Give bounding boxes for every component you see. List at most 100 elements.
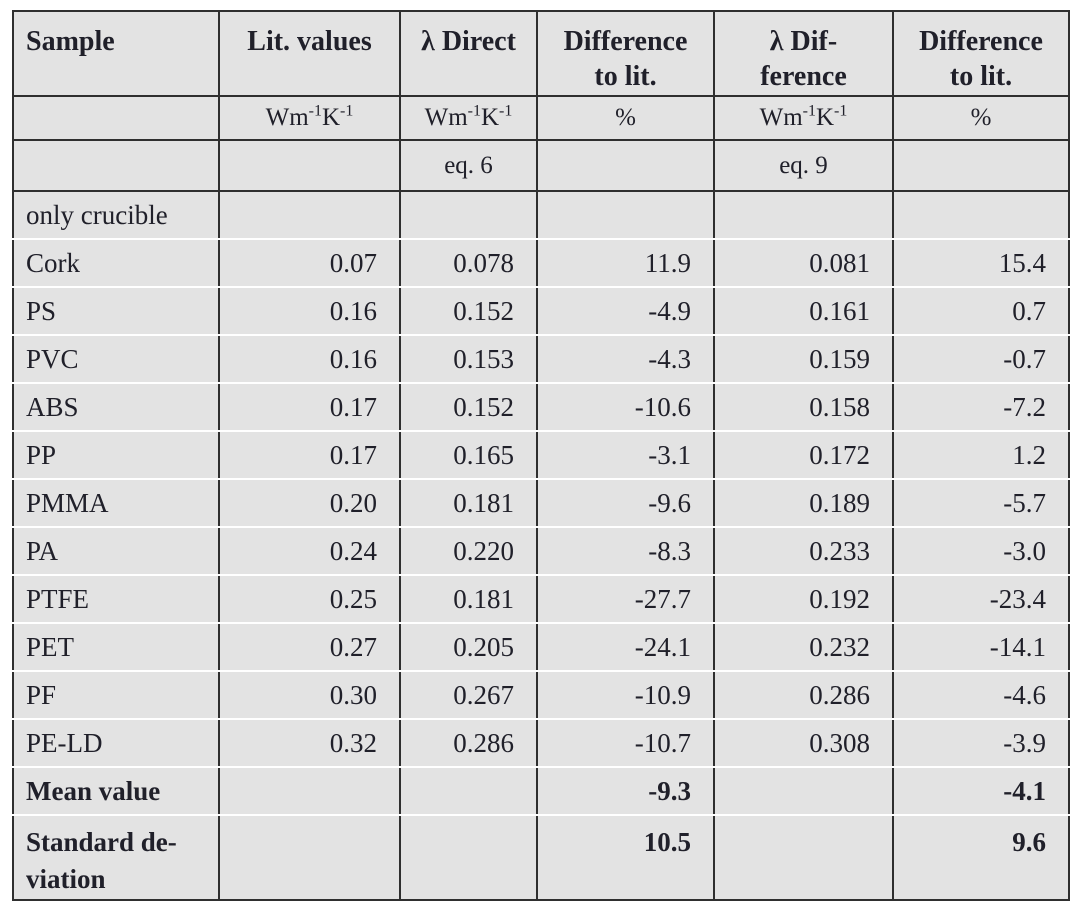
row-standard-deviation: Standard de-viation 10.5 9.6: [13, 815, 1069, 900]
diff-difference-cell: -4.1: [892, 767, 1069, 816]
diff-direct-cell: 11.9: [536, 239, 714, 288]
diff-direct-cell: -10.9: [536, 671, 714, 720]
header-line: λ Dif-: [769, 26, 838, 57]
row-abs: ABS 0.17 0.152 -10.6 0.158 -7.2: [13, 383, 1069, 432]
diff-difference-cell: 1.2: [892, 431, 1069, 480]
lambda-direct-cell: 0.152: [399, 287, 537, 336]
row-ptfe: PTFE 0.25 0.181 -27.7 0.192 -23.4: [13, 575, 1069, 624]
lambda-direct-cell: 0.181: [399, 575, 537, 624]
unit-superscript: -1: [308, 102, 322, 120]
lambda-difference-cell: 0.308: [713, 719, 893, 768]
sample-cell: PMMA: [13, 479, 219, 528]
diff-difference-cell: 9.6: [892, 815, 1069, 900]
row-mean-value: Mean value -9.3 -4.1: [13, 767, 1069, 816]
sample-cell: PET: [13, 623, 219, 672]
eq-empty: [218, 140, 400, 192]
unit-diff-difference-percent: %: [892, 96, 1069, 141]
diff-direct-cell: -24.1: [536, 623, 714, 672]
sample-cell: PP: [13, 431, 219, 480]
lambda-direct-cell: [399, 191, 537, 240]
lambda-direct-cell: 0.205: [399, 623, 537, 672]
lambda-direct-cell: 0.181: [399, 479, 537, 528]
lambda-difference-cell: 0.189: [713, 479, 893, 528]
row-pf: PF 0.30 0.267 -10.9 0.286 -4.6: [13, 671, 1069, 720]
diff-difference-cell: -3.0: [892, 527, 1069, 576]
unit-base: K: [815, 104, 835, 131]
unit-superscript: -1: [467, 102, 481, 120]
diff-difference-cell: 0.7: [892, 287, 1069, 336]
lambda-difference-cell: [713, 767, 893, 816]
header-lit-values: Lit. values: [218, 11, 400, 97]
eq-empty: [13, 140, 219, 192]
lambda-difference-cell: 0.158: [713, 383, 893, 432]
unit-lit-values: Wm-1K-1: [218, 96, 400, 141]
lit-value-cell: [218, 815, 400, 900]
lit-value-cell: 0.27: [218, 623, 400, 672]
lambda-direct-cell: 0.078: [399, 239, 537, 288]
lit-value-cell: 0.17: [218, 383, 400, 432]
row-pa: PA 0.24 0.220 -8.3 0.233 -3.0: [13, 527, 1069, 576]
lambda-difference-cell: [713, 191, 893, 240]
lambda-direct-cell: 0.267: [399, 671, 537, 720]
lit-value-cell: 0.07: [218, 239, 400, 288]
sample-cell: PS: [13, 287, 219, 336]
diff-direct-cell: -10.6: [536, 383, 714, 432]
lambda-direct-cell: 0.220: [399, 527, 537, 576]
diff-direct-cell: -4.3: [536, 335, 714, 384]
sample-cell: Mean value: [13, 767, 219, 816]
lit-value-cell: 0.20: [218, 479, 400, 528]
lambda-difference-cell: 0.081: [713, 239, 893, 288]
lambda-difference-cell: 0.286: [713, 671, 893, 720]
sample-cell: PA: [13, 527, 219, 576]
sample-line: viation: [26, 864, 106, 894]
lambda-direct-cell: [399, 815, 537, 900]
lit-value-cell: 0.16: [218, 287, 400, 336]
lambda-direct-cell: 0.152: [399, 383, 537, 432]
row-pe-ld: PE-LD 0.32 0.286 -10.7 0.308 -3.9: [13, 719, 1069, 768]
lit-value-cell: [218, 191, 400, 240]
units-row: Wm-1K-1 Wm-1K-1 % Wm-1K-1 %: [13, 96, 1069, 141]
diff-difference-cell: [892, 191, 1069, 240]
row-pet: PET 0.27 0.205 -24.1 0.232 -14.1: [13, 623, 1069, 672]
eq-empty: [892, 140, 1069, 192]
lambda-difference-cell: [713, 815, 893, 900]
unit-base: Wm: [424, 104, 468, 131]
diff-direct-cell: -9.3: [536, 767, 714, 816]
sample-cell: PE-LD: [13, 719, 219, 768]
row-pp: PP 0.17 0.165 -3.1 0.172 1.2: [13, 431, 1069, 480]
lit-value-cell: 0.16: [218, 335, 400, 384]
diff-difference-cell: -5.7: [892, 479, 1069, 528]
sample-line: Standard de-: [26, 827, 177, 857]
header-line: ference: [760, 61, 847, 92]
sample-cell: PTFE: [13, 575, 219, 624]
diff-direct-cell: -10.7: [536, 719, 714, 768]
diff-difference-cell: -3.9: [892, 719, 1069, 768]
sample-cell: only crucible: [13, 191, 219, 240]
unit-superscript: -1: [834, 102, 848, 120]
row-cork: Cork 0.07 0.078 11.9 0.081 15.4: [13, 239, 1069, 288]
diff-difference-cell: 15.4: [892, 239, 1069, 288]
diff-difference-cell: -7.2: [892, 383, 1069, 432]
diff-difference-cell: -4.6: [892, 671, 1069, 720]
diff-difference-cell: -0.7: [892, 335, 1069, 384]
diff-direct-cell: -9.6: [536, 479, 714, 528]
unit-base: K: [480, 104, 500, 131]
lit-value-cell: 0.30: [218, 671, 400, 720]
header-lambda-direct: λ Direct: [399, 11, 537, 97]
lambda-direct-cell: [399, 767, 537, 816]
unit-superscript: -1: [802, 102, 816, 120]
sample-cell: PVC: [13, 335, 219, 384]
eq-difference-label: eq. 9: [713, 140, 893, 192]
lit-value-cell: 0.25: [218, 575, 400, 624]
row-pvc: PVC 0.16 0.153 -4.3 0.159 -0.7: [13, 335, 1069, 384]
header-line: Difference: [919, 26, 1043, 57]
lit-value-cell: 0.32: [218, 719, 400, 768]
header-row: Sample Lit. values λ Direct Difference to…: [13, 11, 1069, 97]
diff-direct-cell: -27.7: [536, 575, 714, 624]
diff-direct-cell: -3.1: [536, 431, 714, 480]
header-lambda-difference: λ Dif-ference: [713, 11, 893, 97]
unit-lambda-difference: Wm-1K-1: [713, 96, 893, 141]
unit-base: Wm: [759, 104, 803, 131]
header-difference-to-lit-direct: Difference to lit.: [536, 11, 714, 97]
